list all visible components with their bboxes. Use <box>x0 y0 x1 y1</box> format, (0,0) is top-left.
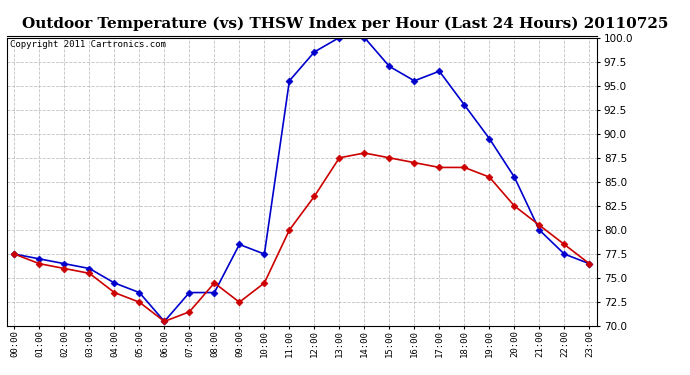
Text: Outdoor Temperature (vs) THSW Index per Hour (Last 24 Hours) 20110725: Outdoor Temperature (vs) THSW Index per … <box>22 17 668 31</box>
Text: Copyright 2011 Cartronics.com: Copyright 2011 Cartronics.com <box>10 40 166 50</box>
